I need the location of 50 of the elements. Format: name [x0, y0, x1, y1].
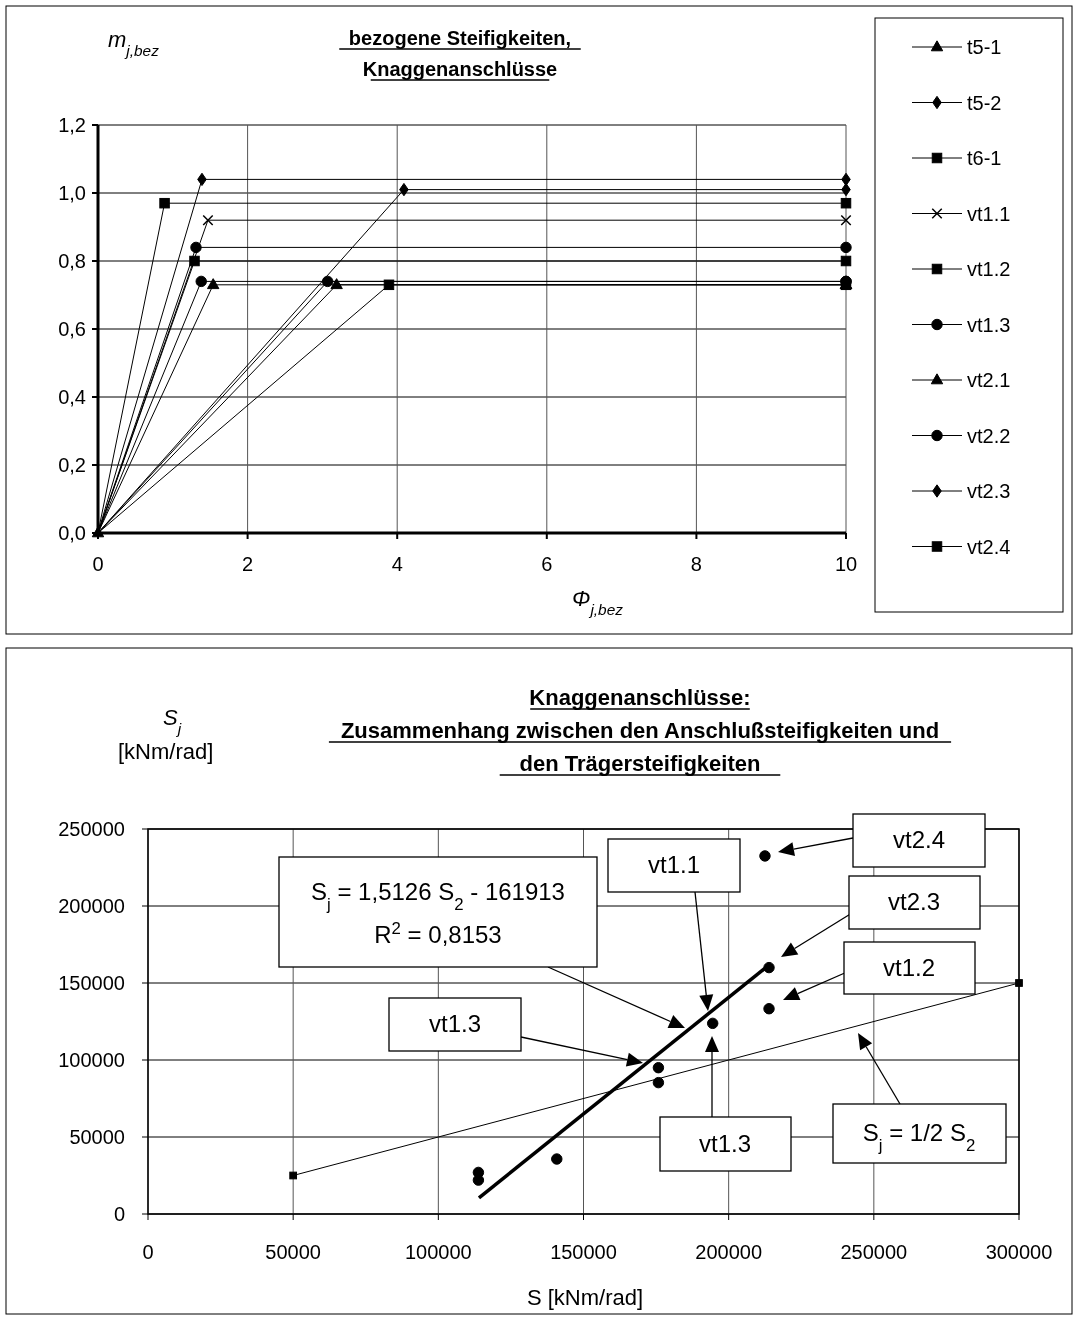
- y-tick-label: 100000: [58, 1049, 125, 1071]
- y-tick-label: 0,2: [58, 454, 86, 476]
- x-tick-label: 10: [834, 553, 858, 575]
- y-tick-label: 0: [113, 1203, 125, 1225]
- legend-label: vt2.1: [967, 369, 1011, 391]
- y-tick-label: 1,0: [58, 182, 86, 204]
- y-tick-label: 50000: [69, 1126, 125, 1148]
- legend-label: t5-2: [967, 91, 1002, 114]
- y-tick-label: 1,2: [58, 114, 86, 136]
- x-tick-label: 4: [391, 553, 403, 575]
- y-tick-label: 250000: [58, 818, 125, 840]
- chart-title: bezogene Steifigkeiten, Knaggenanschlüsse: [348, 27, 572, 80]
- annotation: R$^{2}$ = 0,8153: [374, 918, 502, 949]
- y-tick-label: 0,6: [58, 318, 86, 340]
- x-tick-label: 300000: [985, 1241, 1053, 1263]
- x-tick-label: 8: [690, 553, 702, 575]
- x-tick-label: 50000: [265, 1241, 321, 1263]
- annotation: vt2.4: [892, 826, 946, 854]
- x-tick-label: 6: [541, 553, 553, 575]
- x-axis-title: Φ$_{j,bez}$: [572, 586, 624, 618]
- y-tick-label: 0,0: [58, 522, 86, 544]
- legend-label: vt1.1: [967, 202, 1011, 225]
- legend-label: vt2.2: [967, 424, 1011, 447]
- y-axis-title: m$_{j,bez}$: [108, 27, 160, 59]
- annotation: vt1.2: [882, 954, 936, 982]
- annotation: S$_{j}$ = 1,5126 S$_{2}$ - 161913: [311, 878, 565, 914]
- annotation: S$_{j}$ = 1/2 S$_{2}$: [862, 1119, 976, 1155]
- x-tick-label: 200000: [695, 1241, 763, 1263]
- annotation: vt1.3: [698, 1130, 752, 1158]
- annotation: vt1.1: [647, 851, 701, 879]
- legend-label: vt2.3: [967, 480, 1011, 502]
- legend-label: t5-1: [967, 36, 1002, 58]
- annotation: vt2.3: [887, 888, 941, 916]
- x-tick-label: 0: [142, 1241, 154, 1263]
- y-axis-title: S$_{j}$ [kNm/rad]: [118, 705, 214, 764]
- y-tick-label: 0,4: [58, 386, 86, 408]
- x-tick-label: 250000: [840, 1241, 908, 1263]
- legend-label: vt1.2: [967, 258, 1011, 280]
- x-tick-label: 100000: [404, 1241, 472, 1263]
- legend-label: t6-1: [967, 147, 1002, 169]
- legend-label: vt1.3: [967, 313, 1011, 336]
- chart-title: Knaggenanschlüsse: Zusammenhang zwischen den Anschlußsteifigkeiten und den Trägersteifigkeiten: [340, 685, 940, 776]
- annotation: vt1.3: [428, 1010, 482, 1038]
- y-tick-label: 150000: [58, 972, 125, 994]
- x-tick-label: 150000: [550, 1241, 617, 1263]
- x-axis-title: S [kNm/rad]: [526, 1285, 644, 1310]
- y-tick-label: 0,8: [58, 250, 86, 272]
- legend-label: vt2.4: [967, 535, 1011, 558]
- x-tick-label: 2: [242, 553, 254, 575]
- y-tick-label: 200000: [58, 895, 125, 917]
